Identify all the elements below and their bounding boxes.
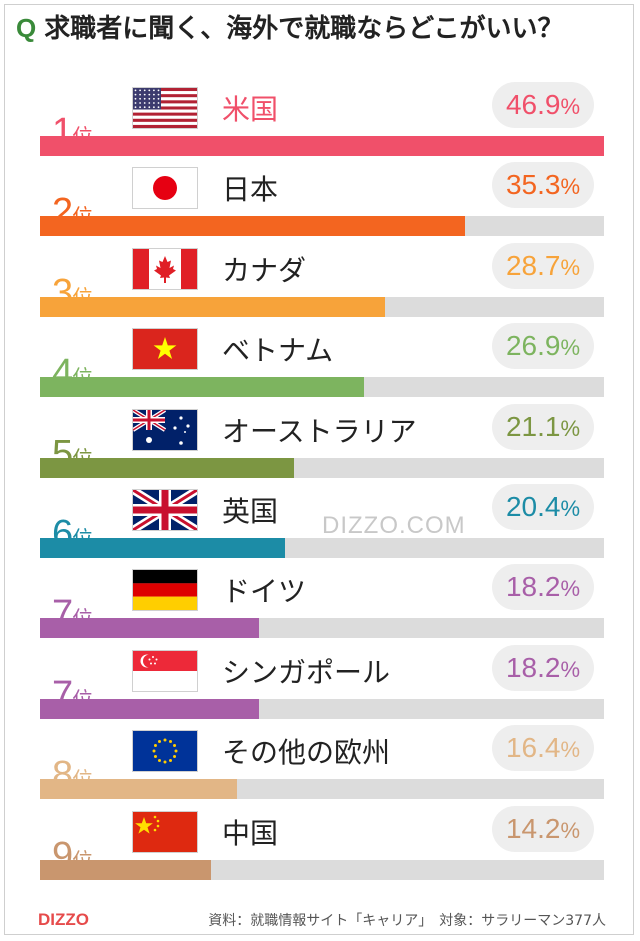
- bar: [40, 779, 238, 800]
- ranking-row: 6位英国20.4%: [0, 482, 640, 562]
- bar-track: [40, 216, 604, 237]
- value-badge: 14.2%: [492, 805, 594, 852]
- percent-sign: %: [560, 656, 581, 682]
- value-badge: 20.4%: [492, 484, 594, 530]
- percent-sign: %: [560, 576, 581, 602]
- japan-flag-icon: [133, 168, 197, 209]
- percent-sign: %: [560, 817, 581, 843]
- value-badge: 46.9%: [492, 82, 594, 128]
- ranking-row: 3位カナダ28.7%: [0, 241, 640, 321]
- bar-track: [40, 779, 604, 800]
- ranking-row: 2位日本35.3%: [0, 160, 640, 240]
- percent-sign: %: [560, 496, 581, 521]
- usa-flag-icon: [133, 88, 197, 128]
- country-label: ベトナム: [222, 334, 334, 368]
- canada-flag-icon: [133, 248, 197, 289]
- value-badge: 18.2%: [492, 564, 594, 611]
- value-label: 35.3: [505, 169, 561, 201]
- value-label: 14.2: [505, 812, 561, 844]
- singapore-flag-icon: [133, 650, 197, 691]
- dizzo-logo: DIZZO: [38, 910, 89, 929]
- value-label: 18.2: [505, 651, 561, 683]
- bar: [40, 457, 294, 478]
- ranking-row: 5位オーストラリア21.1%: [0, 402, 640, 482]
- value-label: 28.7: [505, 249, 561, 281]
- percent-sign: %: [560, 94, 581, 119]
- bar: [40, 216, 465, 237]
- bar-track: [40, 538, 604, 558]
- bar: [40, 859, 211, 880]
- title-text: 求職者に聞く、海外で就職ならどこがいい？: [44, 14, 564, 44]
- china-flag-icon: [133, 811, 197, 852]
- germany-flag-icon: [133, 570, 197, 611]
- australia-flag-icon: [133, 409, 197, 450]
- bar: [40, 618, 259, 639]
- percent-sign: %: [560, 737, 581, 763]
- bar-track: [40, 618, 604, 639]
- bar-track: [40, 377, 604, 398]
- ranking-row: 7位シンガポール18.2%: [0, 643, 640, 723]
- ranking-row: 7位ドイツ18.2%: [0, 562, 640, 642]
- value-label: 46.9: [505, 89, 561, 120]
- bar-track: [40, 136, 604, 156]
- value-badge: 16.4%: [492, 725, 594, 772]
- ranking-row: 9位中国14.2%: [0, 804, 640, 884]
- chart-title: Q 求職者に聞く、海外で就職ならどこがいい？: [16, 8, 626, 48]
- country-label: その他の欧州: [222, 736, 391, 770]
- bar: [40, 698, 259, 719]
- value-badge: 21.1%: [492, 403, 594, 450]
- eu-flag-icon: [133, 731, 197, 772]
- vietnam-flag-icon: [133, 329, 197, 370]
- value-badge: 18.2%: [492, 644, 594, 691]
- chart-frame: [4, 4, 634, 935]
- value-label: 26.9: [505, 330, 561, 362]
- value-label: 16.4: [505, 732, 561, 764]
- country-label: オーストラリア: [222, 414, 417, 448]
- country-label: カナダ: [222, 253, 307, 287]
- bar: [40, 377, 364, 398]
- value-label: 18.2: [505, 571, 561, 603]
- bar: [40, 136, 604, 156]
- bar-track: [40, 698, 604, 719]
- bar: [40, 538, 286, 558]
- uk-flag-icon: [133, 490, 197, 530]
- percent-sign: %: [560, 254, 581, 280]
- country-label: 英国: [222, 495, 279, 528]
- percent-sign: %: [560, 335, 581, 361]
- value-label: 20.4: [505, 491, 561, 522]
- value-label: 21.1: [505, 410, 561, 442]
- country-label: 米国: [222, 93, 279, 126]
- ranking-row: 1位米国46.9%: [0, 80, 640, 160]
- country-label: ドイツ: [222, 575, 307, 609]
- country-label: シンガポール: [222, 655, 391, 689]
- question-mark: Q: [16, 13, 37, 43]
- percent-sign: %: [560, 415, 581, 441]
- bar-track: [40, 296, 604, 317]
- percent-sign: %: [560, 174, 581, 200]
- ranking-row: 8位その他の欧州16.4%: [0, 723, 640, 803]
- bar-track: [40, 859, 604, 880]
- source-note: 資料：就職情報サイト「キャリア」 対象：サラリーマン377人: [208, 913, 606, 929]
- country-label: 中国: [222, 816, 279, 850]
- country-label: 日本: [222, 173, 279, 207]
- value-badge: 28.7%: [492, 242, 594, 289]
- watermark: DIZZO.COM: [322, 512, 466, 539]
- bar: [40, 296, 386, 317]
- bar-track: [40, 457, 604, 478]
- value-badge: 26.9%: [492, 323, 594, 370]
- value-badge: 35.3%: [492, 162, 594, 209]
- ranking-row: 4位ベトナム26.9%: [0, 321, 640, 401]
